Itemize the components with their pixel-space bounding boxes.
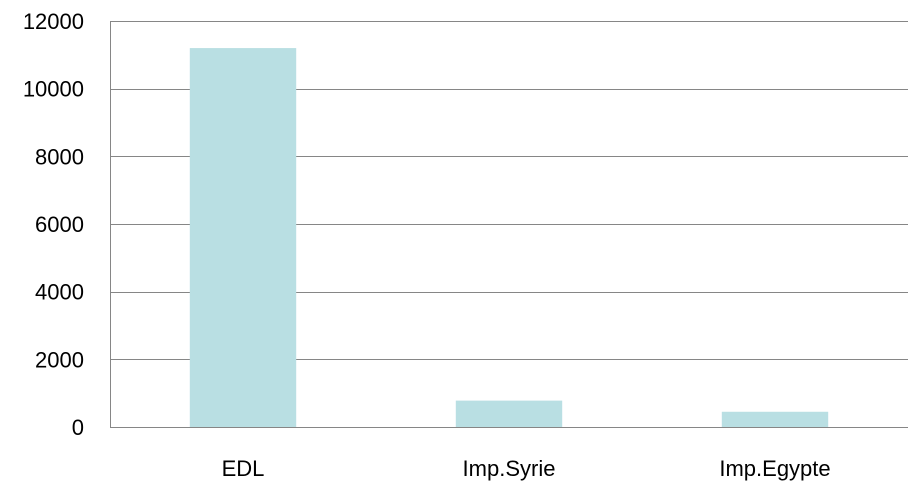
y-tick-label: 2000 <box>35 347 84 372</box>
x-tick-label: Imp.Egypte <box>719 456 830 481</box>
x-axis: EDL Imp.Syrie Imp.Egypte <box>110 427 908 481</box>
bar-imp-syrie <box>455 400 563 427</box>
x-tick-label: Imp.Syrie <box>463 456 556 481</box>
y-tick-label: 4000 <box>35 280 84 305</box>
y-tick-label: 8000 <box>35 144 84 169</box>
y-tick-label: 6000 <box>35 212 84 237</box>
bar-edl <box>189 48 297 428</box>
y-tick-label: 10000 <box>23 77 84 102</box>
y-tick-label: 0 <box>72 415 84 440</box>
bars <box>189 48 829 428</box>
bar-imp-egypte <box>721 411 829 427</box>
y-tick-label: 12000 <box>23 9 84 34</box>
x-tick-label: EDL <box>222 456 265 481</box>
y-axis: 0 2000 4000 6000 8000 10000 12000 <box>23 9 111 440</box>
